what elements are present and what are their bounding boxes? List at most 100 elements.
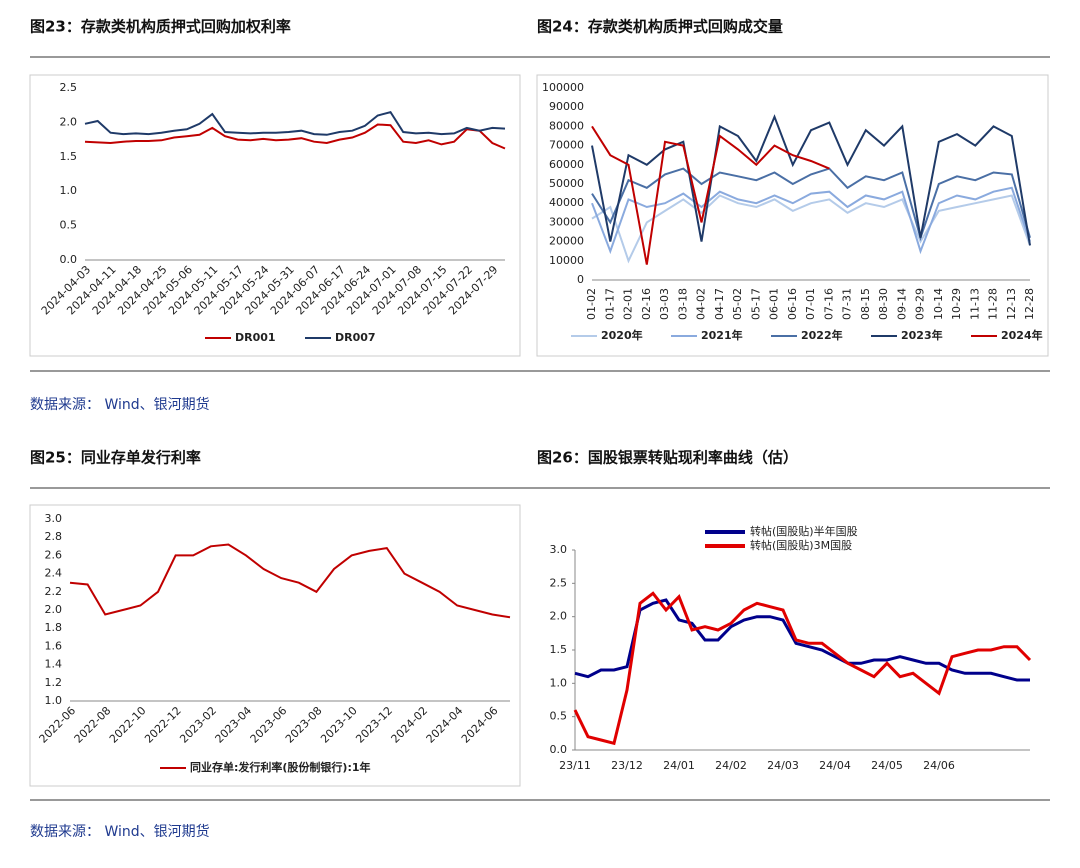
chart-title: 图26：国股银票转贴现利率曲线（估） xyxy=(537,449,798,467)
x-tick-label: 2023-02 xyxy=(177,704,219,746)
legend-label: DR007 xyxy=(335,331,376,344)
x-tick-label: 06-16 xyxy=(786,288,799,320)
y-tick-label: 1.4 xyxy=(45,658,63,671)
legend-label: 同业存单:发行利率(股份制银行):1年 xyxy=(190,760,371,774)
y-tick-label: 90000 xyxy=(549,100,584,113)
chart-title: 图25：同业存单发行利率 xyxy=(30,449,201,467)
y-tick-label: 3.0 xyxy=(550,543,568,556)
x-tick-label: 07-16 xyxy=(822,288,835,320)
x-tick-label: 10-14 xyxy=(932,288,945,320)
y-tick-label: 3.0 xyxy=(45,512,63,525)
y-tick-label: 2.0 xyxy=(550,610,568,623)
chart-frame xyxy=(29,74,521,357)
x-tick-label: 11-28 xyxy=(987,288,1000,320)
series-line xyxy=(591,125,830,265)
y-tick-label: 2.5 xyxy=(60,81,78,94)
x-tick-label: 08-15 xyxy=(859,288,872,320)
y-tick-label: 2.0 xyxy=(45,603,63,616)
legend-label: 2022年 xyxy=(801,328,843,342)
y-tick-label: 2.0 xyxy=(60,115,78,128)
legend-label: 转帖(国股贴)半年国股 xyxy=(750,524,858,538)
chart-title: 图23：存款类机构质押式回购加权利率 xyxy=(30,18,291,36)
y-tick-label: 1.0 xyxy=(550,676,568,689)
y-tick-label: 10000 xyxy=(549,254,584,267)
y-tick-label: 0.0 xyxy=(550,743,568,756)
y-tick-label: 40000 xyxy=(549,196,584,209)
x-tick-label: 2022-06 xyxy=(37,704,79,746)
series-line xyxy=(591,167,1031,242)
x-tick-label: 2023-12 xyxy=(353,704,395,746)
series-line xyxy=(591,186,1031,255)
y-tick-label: 1.5 xyxy=(550,643,568,656)
y-tick-label: 20000 xyxy=(549,235,584,248)
x-tick-label: 2023-10 xyxy=(318,704,360,746)
series-line xyxy=(591,194,1031,264)
y-tick-label: 2.2 xyxy=(45,585,63,598)
x-tick-label: 24/01 xyxy=(663,759,695,772)
y-tick-label: 0 xyxy=(577,273,584,286)
y-tick-label: 0.5 xyxy=(550,710,568,723)
chart-title: 图24：存款类机构质押式回购成交量 xyxy=(537,18,783,36)
x-tick-label: 2023-06 xyxy=(248,704,290,746)
y-tick-label: 1.8 xyxy=(45,621,63,634)
x-tick-label: 24/02 xyxy=(715,759,747,772)
legend-label: 2021年 xyxy=(701,328,743,342)
x-tick-label: 03-03 xyxy=(658,288,671,320)
x-tick-label: 2022-12 xyxy=(142,704,184,746)
x-tick-label: 01-17 xyxy=(603,288,616,320)
y-tick-label: 1.6 xyxy=(45,639,63,652)
x-tick-label: 23/12 xyxy=(611,759,643,772)
series-line xyxy=(84,123,506,150)
y-tick-label: 1.0 xyxy=(45,694,63,707)
y-tick-label: 0.0 xyxy=(60,253,78,266)
legend-label: 2024年 xyxy=(1001,328,1043,342)
series-line xyxy=(84,110,506,136)
x-tick-label: 2024-04 xyxy=(424,704,466,746)
y-tick-label: 80000 xyxy=(549,119,584,132)
x-tick-label: 03-18 xyxy=(676,288,689,320)
series-line xyxy=(69,543,511,619)
x-tick-label: 2022-10 xyxy=(107,704,149,746)
legend-label: 转帖(国股贴)3M国股 xyxy=(750,538,852,552)
y-tick-label: 50000 xyxy=(549,177,584,190)
y-tick-label: 100000 xyxy=(542,81,584,94)
legend-label: 2023年 xyxy=(901,328,943,342)
y-tick-label: 0.5 xyxy=(60,219,78,232)
x-tick-label: 07-31 xyxy=(841,288,854,320)
y-tick-label: 1.5 xyxy=(60,150,78,163)
x-tick-label: 08-30 xyxy=(877,288,890,320)
x-tick-label: 09-29 xyxy=(914,288,927,320)
x-tick-label: 04-17 xyxy=(713,288,726,320)
series-line xyxy=(591,114,1031,246)
y-tick-label: 2.6 xyxy=(45,548,63,561)
x-tick-label: 07-01 xyxy=(804,288,817,320)
series-line xyxy=(573,591,1032,746)
y-tick-label: 70000 xyxy=(549,139,584,152)
x-tick-label: 05-02 xyxy=(731,288,744,320)
chart-frame xyxy=(29,504,521,787)
chart-frame xyxy=(536,74,1049,357)
y-tick-label: 2.4 xyxy=(45,567,63,580)
x-tick-label: 23/11 xyxy=(559,759,591,772)
x-tick-label: 2024-06 xyxy=(459,704,501,746)
x-tick-label: 2023-08 xyxy=(283,704,325,746)
x-tick-label: 05-17 xyxy=(749,288,762,320)
legend-label: 2020年 xyxy=(601,328,643,342)
y-tick-label: 2.5 xyxy=(550,576,568,589)
x-tick-label: 06-01 xyxy=(768,288,781,320)
y-tick-label: 60000 xyxy=(549,158,584,171)
source-note: 数据来源： Wind、银河期货 xyxy=(30,823,210,840)
x-tick-label: 2022-08 xyxy=(72,704,114,746)
x-tick-label: 12-13 xyxy=(1005,288,1018,320)
y-tick-label: 2.8 xyxy=(45,530,63,543)
x-tick-label: 24/05 xyxy=(871,759,903,772)
x-tick-label: 04-02 xyxy=(695,288,708,320)
x-tick-label: 09-14 xyxy=(895,288,908,320)
x-tick-label: 02-01 xyxy=(622,288,635,320)
legend-label: DR001 xyxy=(235,331,276,344)
series-line xyxy=(574,598,1030,682)
y-tick-label: 1.2 xyxy=(45,676,63,689)
y-tick-label: 1.0 xyxy=(60,184,78,197)
x-tick-label: 24/04 xyxy=(819,759,851,772)
